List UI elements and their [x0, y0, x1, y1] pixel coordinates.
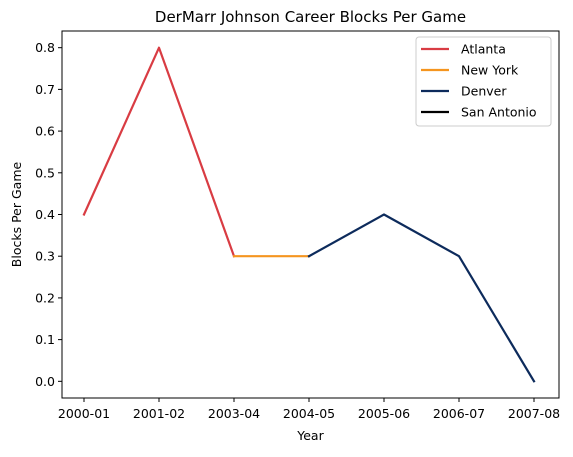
- x-tick-label: 2005-06: [358, 406, 410, 421]
- legend-label-san-antonio: San Antonio: [461, 105, 537, 120]
- y-tick-label: 0.0: [35, 374, 55, 389]
- y-tick-label: 0.2: [35, 290, 55, 305]
- y-axis-ticks: 0.0 0.1 0.2 0.3 0.4 0.5 0.6 0.7 0.8: [35, 40, 62, 389]
- legend-label-atlanta: Atlanta: [461, 42, 506, 57]
- series-line-denver: [307, 213, 536, 383]
- series-lines: [82, 46, 536, 383]
- x-tick-label: 2007-08: [508, 406, 560, 421]
- x-axis-ticks: 2000-01 2001-02 2003-04 2004-05 2005-06 2006-…: [58, 398, 560, 421]
- y-axis-title: Blocks Per Game: [9, 161, 24, 267]
- y-tick-label: 0.6: [35, 124, 55, 139]
- y-tick-label: 0.5: [35, 165, 55, 180]
- y-tick-label: 0.1: [35, 332, 55, 347]
- y-tick-label: 0.8: [35, 40, 55, 55]
- x-tick-label: 2003-04: [208, 406, 260, 421]
- x-tick-label: 2004-05: [283, 406, 335, 421]
- x-axis-title: Year: [296, 428, 324, 443]
- y-tick-label: 0.3: [35, 249, 55, 264]
- series-line-atlanta: [82, 46, 236, 258]
- x-tick-label: 2000-01: [58, 406, 110, 421]
- legend-label-new-york: New York: [461, 63, 519, 78]
- legend-box: [415, 36, 552, 127]
- y-tick-label: 0.7: [35, 82, 55, 97]
- legend: Atlanta New York Denver San Antonio: [415, 36, 552, 127]
- y-tick-label: 0.4: [35, 207, 55, 222]
- x-tick-label: 2001-02: [133, 406, 185, 421]
- x-tick-label: 2006-07: [433, 406, 485, 421]
- legend-items: Atlanta New York Denver San Antonio: [421, 42, 537, 120]
- legend-label-denver: Denver: [461, 84, 507, 99]
- chart-title: DerMarr Johnson Career Blocks Per Game: [155, 8, 466, 26]
